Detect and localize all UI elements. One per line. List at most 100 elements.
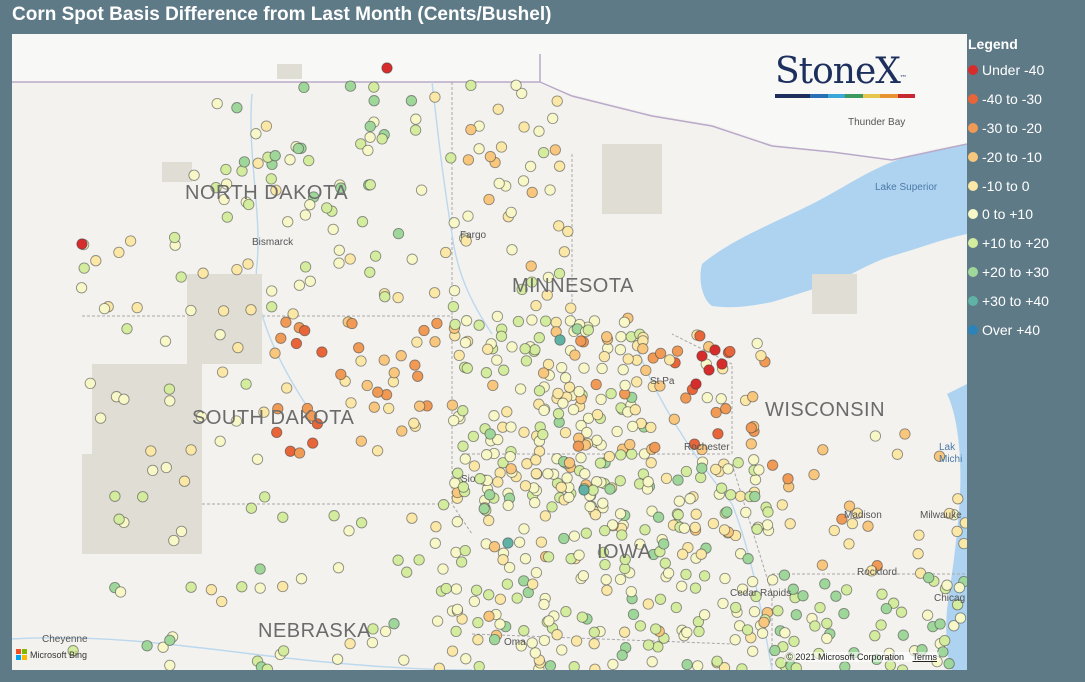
basis-dot[interactable] [366,636,379,649]
basis-dot[interactable] [160,461,172,474]
basis-dot[interactable] [557,397,569,409]
basis-dot[interactable] [730,601,742,614]
basis-dot[interactable] [298,81,310,94]
basis-dot[interactable] [512,315,525,328]
basis-dot[interactable] [346,317,358,330]
basis-dot[interactable] [539,510,552,522]
basis-dot[interactable] [258,406,270,418]
basis-dot[interactable] [660,472,673,485]
basis-dot[interactable] [321,202,333,214]
basis-dot[interactable] [185,581,197,593]
basis-dot[interactable] [618,626,631,638]
basis-dot[interactable] [573,549,585,561]
basis-dot[interactable] [409,124,422,136]
legend-item[interactable]: +20 to +30 [968,258,1083,287]
basis-dot[interactable] [76,238,88,250]
basis-dot[interactable] [94,412,107,424]
basis-dot[interactable] [642,639,655,651]
basis-dot[interactable] [542,468,554,480]
basis-dot[interactable] [259,491,271,503]
basis-dot[interactable] [515,640,527,652]
basis-dot[interactable] [344,253,356,265]
legend-item[interactable]: -10 to 0 [968,171,1083,200]
basis-dot[interactable] [238,156,251,168]
basis-dot[interactable] [519,553,532,565]
basis-dot[interactable] [355,138,367,150]
basis-dot[interactable] [504,450,516,463]
basis-dot[interactable] [572,440,585,452]
basis-dot[interactable] [410,113,422,125]
basis-dot[interactable] [361,379,373,392]
basis-dot[interactable] [478,503,490,515]
basis-dot[interactable] [601,331,613,343]
basis-dot[interactable] [551,629,563,641]
basis-dot[interactable] [745,438,757,450]
basis-dot[interactable] [401,566,413,578]
basis-dot[interactable] [494,593,507,605]
basis-dot[interactable] [561,472,573,484]
basis-dot[interactable] [428,287,441,299]
basis-dot[interactable] [736,663,748,670]
basis-dot[interactable] [516,87,528,100]
basis-dot[interactable] [753,464,765,476]
basis-dot[interactable] [816,559,829,571]
basis-dot[interactable] [494,618,506,630]
basis-dot[interactable] [941,579,953,591]
basis-dot[interactable] [261,663,274,670]
basis-dot[interactable] [676,580,688,592]
basis-dot[interactable] [379,291,391,303]
basis-dot[interactable] [415,184,428,196]
basis-dot[interactable] [343,525,355,537]
basis-dot[interactable] [451,603,464,616]
basis-dot[interactable] [639,524,651,536]
basis-dot[interactable] [769,644,781,657]
basis-dot[interactable] [510,79,522,91]
basis-dot[interactable] [506,244,518,256]
basis-dot[interactable] [869,630,881,642]
basis-dot[interactable] [467,430,480,443]
basis-dot[interactable] [839,661,851,670]
basis-dot[interactable] [746,575,759,588]
basis-dot[interactable] [575,335,587,347]
basis-dot[interactable] [335,182,347,194]
basis-dot[interactable] [299,324,311,337]
basis-dot[interactable] [84,377,96,390]
basis-dot[interactable] [544,184,556,196]
basis-dot[interactable] [576,611,588,623]
basis-dot[interactable] [614,573,627,586]
basis-dot[interactable] [584,500,596,513]
basis-dot[interactable] [542,358,555,371]
basis-dot[interactable] [952,493,964,505]
basis-dot[interactable] [448,217,460,229]
basis-dot[interactable] [145,445,157,457]
basis-dot[interactable] [270,184,282,196]
basis-dot[interactable] [252,157,264,169]
basis-dot[interactable] [328,510,340,522]
basis-dot[interactable] [672,474,684,486]
basis-dot[interactable] [766,459,779,471]
basis-dot[interactable] [232,341,244,354]
basis-dot[interactable] [734,490,747,502]
basis-dot[interactable] [468,460,481,472]
basis-dot[interactable] [718,662,731,671]
basis-dot[interactable] [231,102,243,114]
basis-dot[interactable] [615,449,627,461]
basis-dot[interactable] [473,319,485,331]
basis-dot[interactable] [742,553,754,565]
basis-dot[interactable] [491,310,504,323]
basis-dot[interactable] [271,426,283,439]
basis-dot[interactable] [558,532,570,545]
basis-dot[interactable] [462,154,475,166]
basis-dot[interactable] [409,359,421,371]
basis-dot[interactable] [745,422,757,434]
basis-dot[interactable] [939,634,951,647]
basis-dot[interactable] [693,625,705,638]
basis-dot[interactable] [721,506,733,518]
basis-dot[interactable] [866,565,878,577]
basis-dot[interactable] [689,582,702,594]
basis-dot[interactable] [480,367,493,379]
basis-dot[interactable] [473,660,485,670]
basis-dot[interactable] [751,523,763,535]
basis-dot[interactable] [756,627,769,639]
basis-dot[interactable] [304,275,316,287]
